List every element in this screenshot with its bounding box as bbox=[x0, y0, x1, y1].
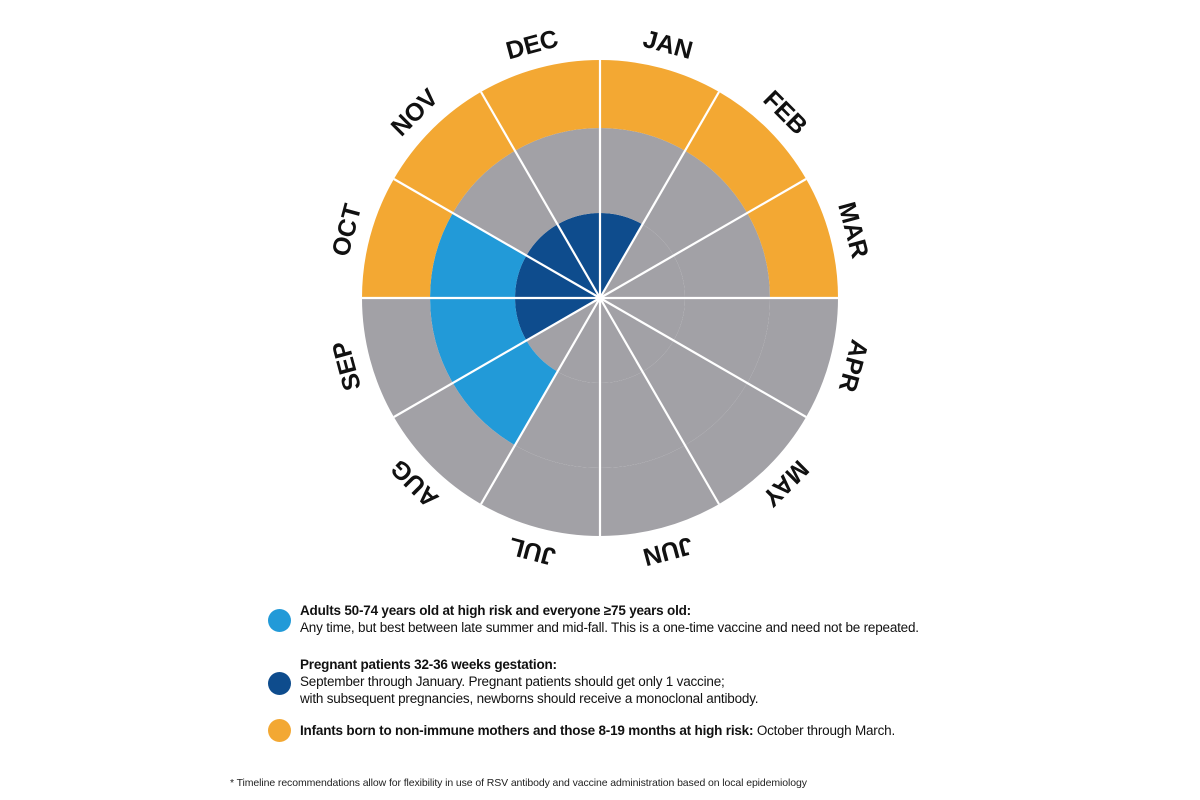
month-label-jan: JAN bbox=[640, 25, 696, 65]
sector-apr-inner bbox=[600, 298, 685, 341]
legend-item-adults: Adults 50-74 years old at high risk and … bbox=[268, 602, 968, 636]
sector-divider bbox=[393, 297, 601, 418]
month-label-apr: APR bbox=[833, 337, 874, 395]
sector-feb-outer bbox=[685, 91, 807, 213]
sector-jul-outer bbox=[481, 445, 600, 536]
sector-jan-middle bbox=[600, 128, 685, 225]
legend-item-infants: Infants born to non-immune mothers and t… bbox=[268, 719, 968, 742]
sector-jan-outer bbox=[600, 60, 719, 151]
sector-nov-outer bbox=[393, 91, 515, 213]
month-label-mar: MAR bbox=[832, 199, 874, 261]
sector-dec-outer bbox=[481, 60, 600, 151]
sector-may-middle bbox=[642, 340, 748, 446]
legend-line: Infants born to non-immune mothers and t… bbox=[300, 722, 968, 739]
month-label-jun: JUN bbox=[640, 531, 696, 571]
month-label-jul: JUL bbox=[506, 531, 559, 570]
legend-title: Adults 50-74 years old at high risk and … bbox=[300, 603, 691, 618]
month-label-oct: OCT bbox=[327, 201, 368, 259]
sector-jun-inner bbox=[600, 298, 643, 383]
legend: Adults 50-74 years old at high risk and … bbox=[268, 600, 968, 742]
sector-divider bbox=[599, 91, 720, 299]
sector-nov-inner bbox=[526, 224, 600, 298]
sector-sep-middle bbox=[430, 298, 527, 383]
sector-jul-middle bbox=[515, 371, 600, 468]
sector-dec-middle bbox=[515, 128, 600, 225]
sector-aug-inner bbox=[526, 298, 600, 372]
sector-divider bbox=[480, 297, 601, 505]
sector-jul-inner bbox=[557, 298, 600, 383]
month-label-sep: SEP bbox=[327, 338, 367, 394]
sector-may-outer bbox=[685, 383, 807, 505]
footnote: * Timeline recommendations allow for fle… bbox=[230, 777, 807, 789]
sector-oct-inner bbox=[515, 255, 600, 298]
orange-dot-icon bbox=[268, 719, 291, 742]
sector-divider bbox=[599, 178, 807, 299]
sector-mar-outer bbox=[747, 179, 838, 298]
sector-apr-outer bbox=[747, 298, 838, 417]
sector-mar-middle bbox=[673, 213, 770, 298]
legend-desc: Any time, but best between late summer a… bbox=[300, 620, 919, 635]
sector-divider bbox=[480, 91, 601, 299]
dark-blue-dot-icon bbox=[268, 672, 291, 695]
sector-jun-middle bbox=[600, 371, 685, 468]
sector-oct-middle bbox=[430, 213, 527, 298]
sector-apr-middle bbox=[673, 298, 770, 383]
sector-aug-outer bbox=[393, 383, 515, 505]
legend-desc: with subsequent pregnancies, newborns sh… bbox=[300, 691, 759, 706]
sector-oct-outer bbox=[362, 179, 453, 298]
sector-divider bbox=[599, 297, 807, 418]
sector-mar-inner bbox=[600, 255, 685, 298]
legend-item-pregnant: Pregnant patients 32-36 weeks gestation:… bbox=[268, 656, 968, 707]
sector-sep-inner bbox=[515, 298, 600, 341]
light-blue-dot-icon bbox=[268, 609, 291, 632]
sector-aug-middle bbox=[452, 340, 558, 446]
month-label-dec: DEC bbox=[503, 25, 561, 66]
legend-title: Pregnant patients 32-36 weeks gestation: bbox=[300, 657, 557, 672]
sector-feb-middle bbox=[642, 150, 748, 256]
legend-desc: September through January. Pregnant pati… bbox=[300, 674, 725, 689]
sector-dec-inner bbox=[557, 213, 600, 298]
legend-title: Infants born to non-immune mothers and t… bbox=[300, 723, 754, 738]
sector-jun-outer bbox=[600, 445, 719, 536]
sector-sep-outer bbox=[362, 298, 453, 417]
sector-feb-inner bbox=[600, 224, 674, 298]
sector-jan-inner bbox=[600, 213, 643, 298]
sector-divider bbox=[599, 297, 720, 505]
legend-desc: October through March. bbox=[753, 723, 895, 738]
chart-dividers bbox=[362, 60, 838, 536]
chart-sectors bbox=[362, 60, 838, 536]
sector-nov-middle bbox=[452, 150, 558, 256]
sector-divider bbox=[393, 178, 601, 299]
sector-may-inner bbox=[600, 298, 674, 372]
